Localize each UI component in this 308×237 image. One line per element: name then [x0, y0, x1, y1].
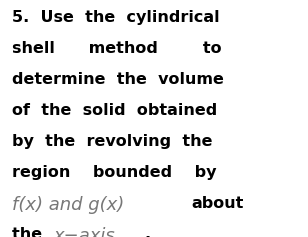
Text: determine  the  volume: determine the volume [12, 72, 224, 87]
Text: about: about [191, 196, 243, 211]
Text: .: . [145, 227, 151, 237]
Text: shell      method        to: shell method to [12, 41, 222, 56]
Text: region    bounded    by: region bounded by [12, 165, 217, 180]
Text: the: the [12, 227, 48, 237]
Text: x−axis: x−axis [54, 227, 116, 237]
Text: of  the  solid  obtained: of the solid obtained [12, 103, 217, 118]
Text: 5.  Use  the  cylindrical: 5. Use the cylindrical [12, 10, 220, 25]
Text: by  the  revolving  the: by the revolving the [12, 134, 213, 149]
Text: f(x) and g(x): f(x) and g(x) [12, 196, 124, 214]
